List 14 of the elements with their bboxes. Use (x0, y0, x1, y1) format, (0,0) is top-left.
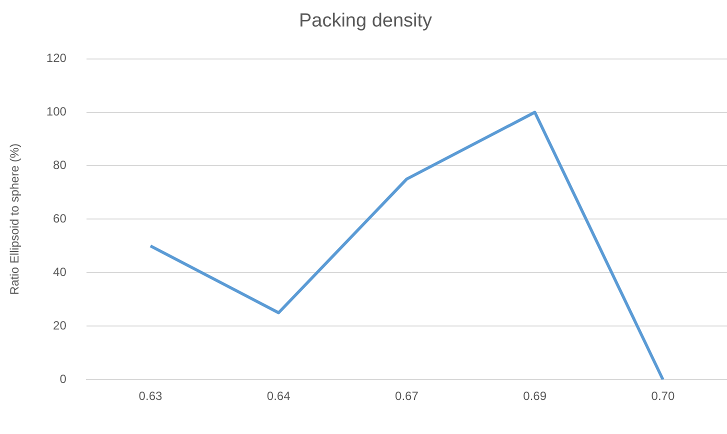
x-tick-label: 0.67 (395, 389, 419, 404)
y-axis-title: Ratio Ellipsoid to sphere (%) (8, 143, 22, 295)
x-tick-label: 0.63 (138, 389, 162, 404)
y-tick-label: 20 (53, 318, 67, 332)
y-tick-label: 0 (60, 372, 67, 386)
y-tick-label: 120 (46, 51, 67, 66)
chart-title: Packing density (298, 10, 433, 32)
y-tick-label: 60 (53, 212, 67, 226)
x-tick-label: 0.64 (266, 389, 291, 404)
y-tick-label: 80 (53, 158, 67, 172)
x-tick-label: 0.69 (523, 389, 547, 404)
y-tick-label: 100 (46, 104, 67, 119)
x-tick-label: 0.70 (651, 389, 675, 404)
y-tick-label: 40 (53, 264, 67, 279)
